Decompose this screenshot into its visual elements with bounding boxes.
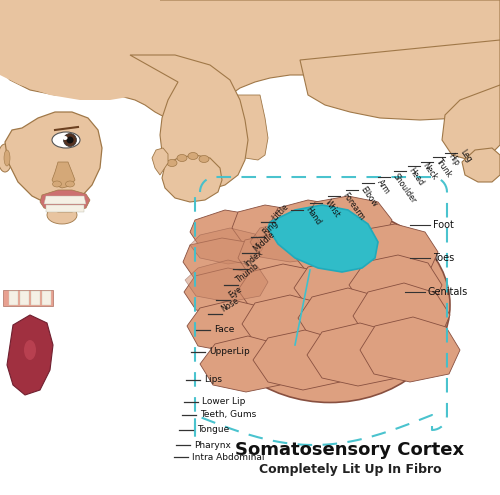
Polygon shape (238, 233, 322, 280)
Polygon shape (185, 260, 268, 302)
Polygon shape (294, 228, 382, 278)
Polygon shape (232, 205, 308, 247)
Polygon shape (42, 291, 51, 305)
Polygon shape (52, 162, 75, 188)
Polygon shape (31, 291, 40, 305)
Ellipse shape (24, 340, 36, 360)
Ellipse shape (210, 207, 450, 402)
Text: Teeth, Gums: Teeth, Gums (200, 410, 256, 419)
Polygon shape (270, 200, 352, 244)
Text: Middle: Middle (252, 229, 277, 253)
Polygon shape (5, 112, 102, 204)
Text: Elbow: Elbow (359, 185, 380, 208)
Text: Genitals: Genitals (428, 287, 468, 297)
Polygon shape (7, 315, 53, 395)
Ellipse shape (177, 154, 187, 161)
Polygon shape (162, 155, 222, 202)
Polygon shape (268, 205, 378, 272)
Polygon shape (184, 268, 268, 316)
Polygon shape (0, 0, 160, 100)
Text: Completely Lit Up In Fibro: Completely Lit Up In Fibro (258, 463, 442, 477)
Text: Trunk: Trunk (434, 157, 454, 179)
Polygon shape (0, 0, 500, 125)
Polygon shape (46, 205, 84, 212)
Ellipse shape (188, 152, 198, 159)
Text: Nose: Nose (219, 297, 240, 314)
Text: Ring: Ring (260, 218, 280, 237)
Ellipse shape (47, 206, 77, 224)
Polygon shape (349, 255, 442, 310)
Polygon shape (183, 238, 262, 282)
Text: Face: Face (214, 326, 234, 335)
Polygon shape (298, 288, 394, 347)
Polygon shape (462, 148, 500, 182)
Ellipse shape (52, 181, 62, 187)
Text: Lower Lip: Lower Lip (202, 397, 246, 406)
Polygon shape (349, 224, 438, 276)
Text: Head: Head (407, 166, 426, 188)
Text: Neck: Neck (421, 161, 440, 182)
Ellipse shape (167, 159, 177, 166)
Text: UpperLip: UpperLip (209, 347, 250, 356)
Polygon shape (187, 300, 272, 352)
Ellipse shape (66, 137, 73, 144)
Text: Arm: Arm (375, 178, 392, 196)
Polygon shape (230, 95, 268, 160)
Text: Forearm: Forearm (341, 191, 366, 222)
Polygon shape (130, 55, 248, 190)
Polygon shape (20, 291, 29, 305)
Text: Hand: Hand (304, 205, 323, 227)
Polygon shape (44, 196, 86, 204)
Text: Somatosensory Cortex: Somatosensory Cortex (236, 441, 464, 459)
Polygon shape (253, 330, 350, 390)
Ellipse shape (66, 181, 74, 187)
Ellipse shape (64, 134, 76, 147)
Polygon shape (3, 290, 53, 306)
Text: Hip: Hip (446, 152, 461, 167)
Polygon shape (238, 264, 328, 314)
Polygon shape (306, 196, 392, 244)
Text: Thumb: Thumb (234, 261, 261, 285)
Text: Wrist: Wrist (323, 198, 342, 219)
Text: Lips: Lips (204, 376, 222, 385)
Polygon shape (300, 40, 500, 120)
Text: Toes: Toes (433, 253, 454, 263)
Polygon shape (200, 336, 290, 392)
Text: Tongue: Tongue (197, 426, 229, 435)
Polygon shape (9, 291, 18, 305)
Ellipse shape (4, 150, 10, 166)
Polygon shape (152, 148, 168, 175)
Polygon shape (294, 260, 386, 313)
Text: Little: Little (270, 201, 290, 222)
Text: Eye: Eye (227, 285, 244, 300)
Polygon shape (442, 85, 500, 160)
Text: Shoulder: Shoulder (391, 172, 418, 205)
Ellipse shape (52, 132, 80, 148)
Polygon shape (353, 283, 450, 345)
Ellipse shape (199, 155, 209, 162)
Ellipse shape (62, 136, 68, 140)
Polygon shape (40, 190, 90, 212)
Polygon shape (307, 323, 408, 386)
Polygon shape (360, 317, 460, 382)
Text: Index: Index (243, 248, 265, 269)
Polygon shape (242, 295, 334, 350)
Text: Foot: Foot (433, 220, 454, 230)
Text: Pharynx: Pharynx (194, 441, 231, 449)
Polygon shape (190, 210, 265, 250)
Polygon shape (250, 221, 328, 262)
Polygon shape (190, 228, 263, 264)
Text: Leg: Leg (458, 148, 473, 164)
Text: Intra Abdominal: Intra Abdominal (192, 452, 264, 461)
Ellipse shape (0, 144, 12, 172)
